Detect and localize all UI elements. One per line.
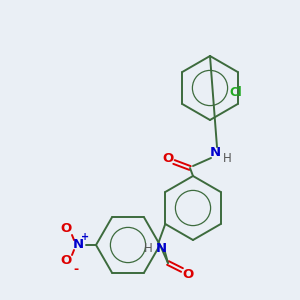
Text: N: N bbox=[209, 146, 220, 160]
Text: O: O bbox=[60, 254, 72, 268]
Text: N: N bbox=[72, 238, 84, 251]
Text: Cl: Cl bbox=[229, 85, 242, 98]
Text: N: N bbox=[155, 242, 167, 254]
Text: O: O bbox=[182, 268, 194, 281]
Text: O: O bbox=[162, 152, 174, 166]
Text: -: - bbox=[74, 262, 79, 275]
Text: +: + bbox=[81, 232, 89, 242]
Text: H: H bbox=[223, 152, 231, 166]
Text: O: O bbox=[60, 223, 72, 236]
Text: H: H bbox=[144, 242, 152, 254]
